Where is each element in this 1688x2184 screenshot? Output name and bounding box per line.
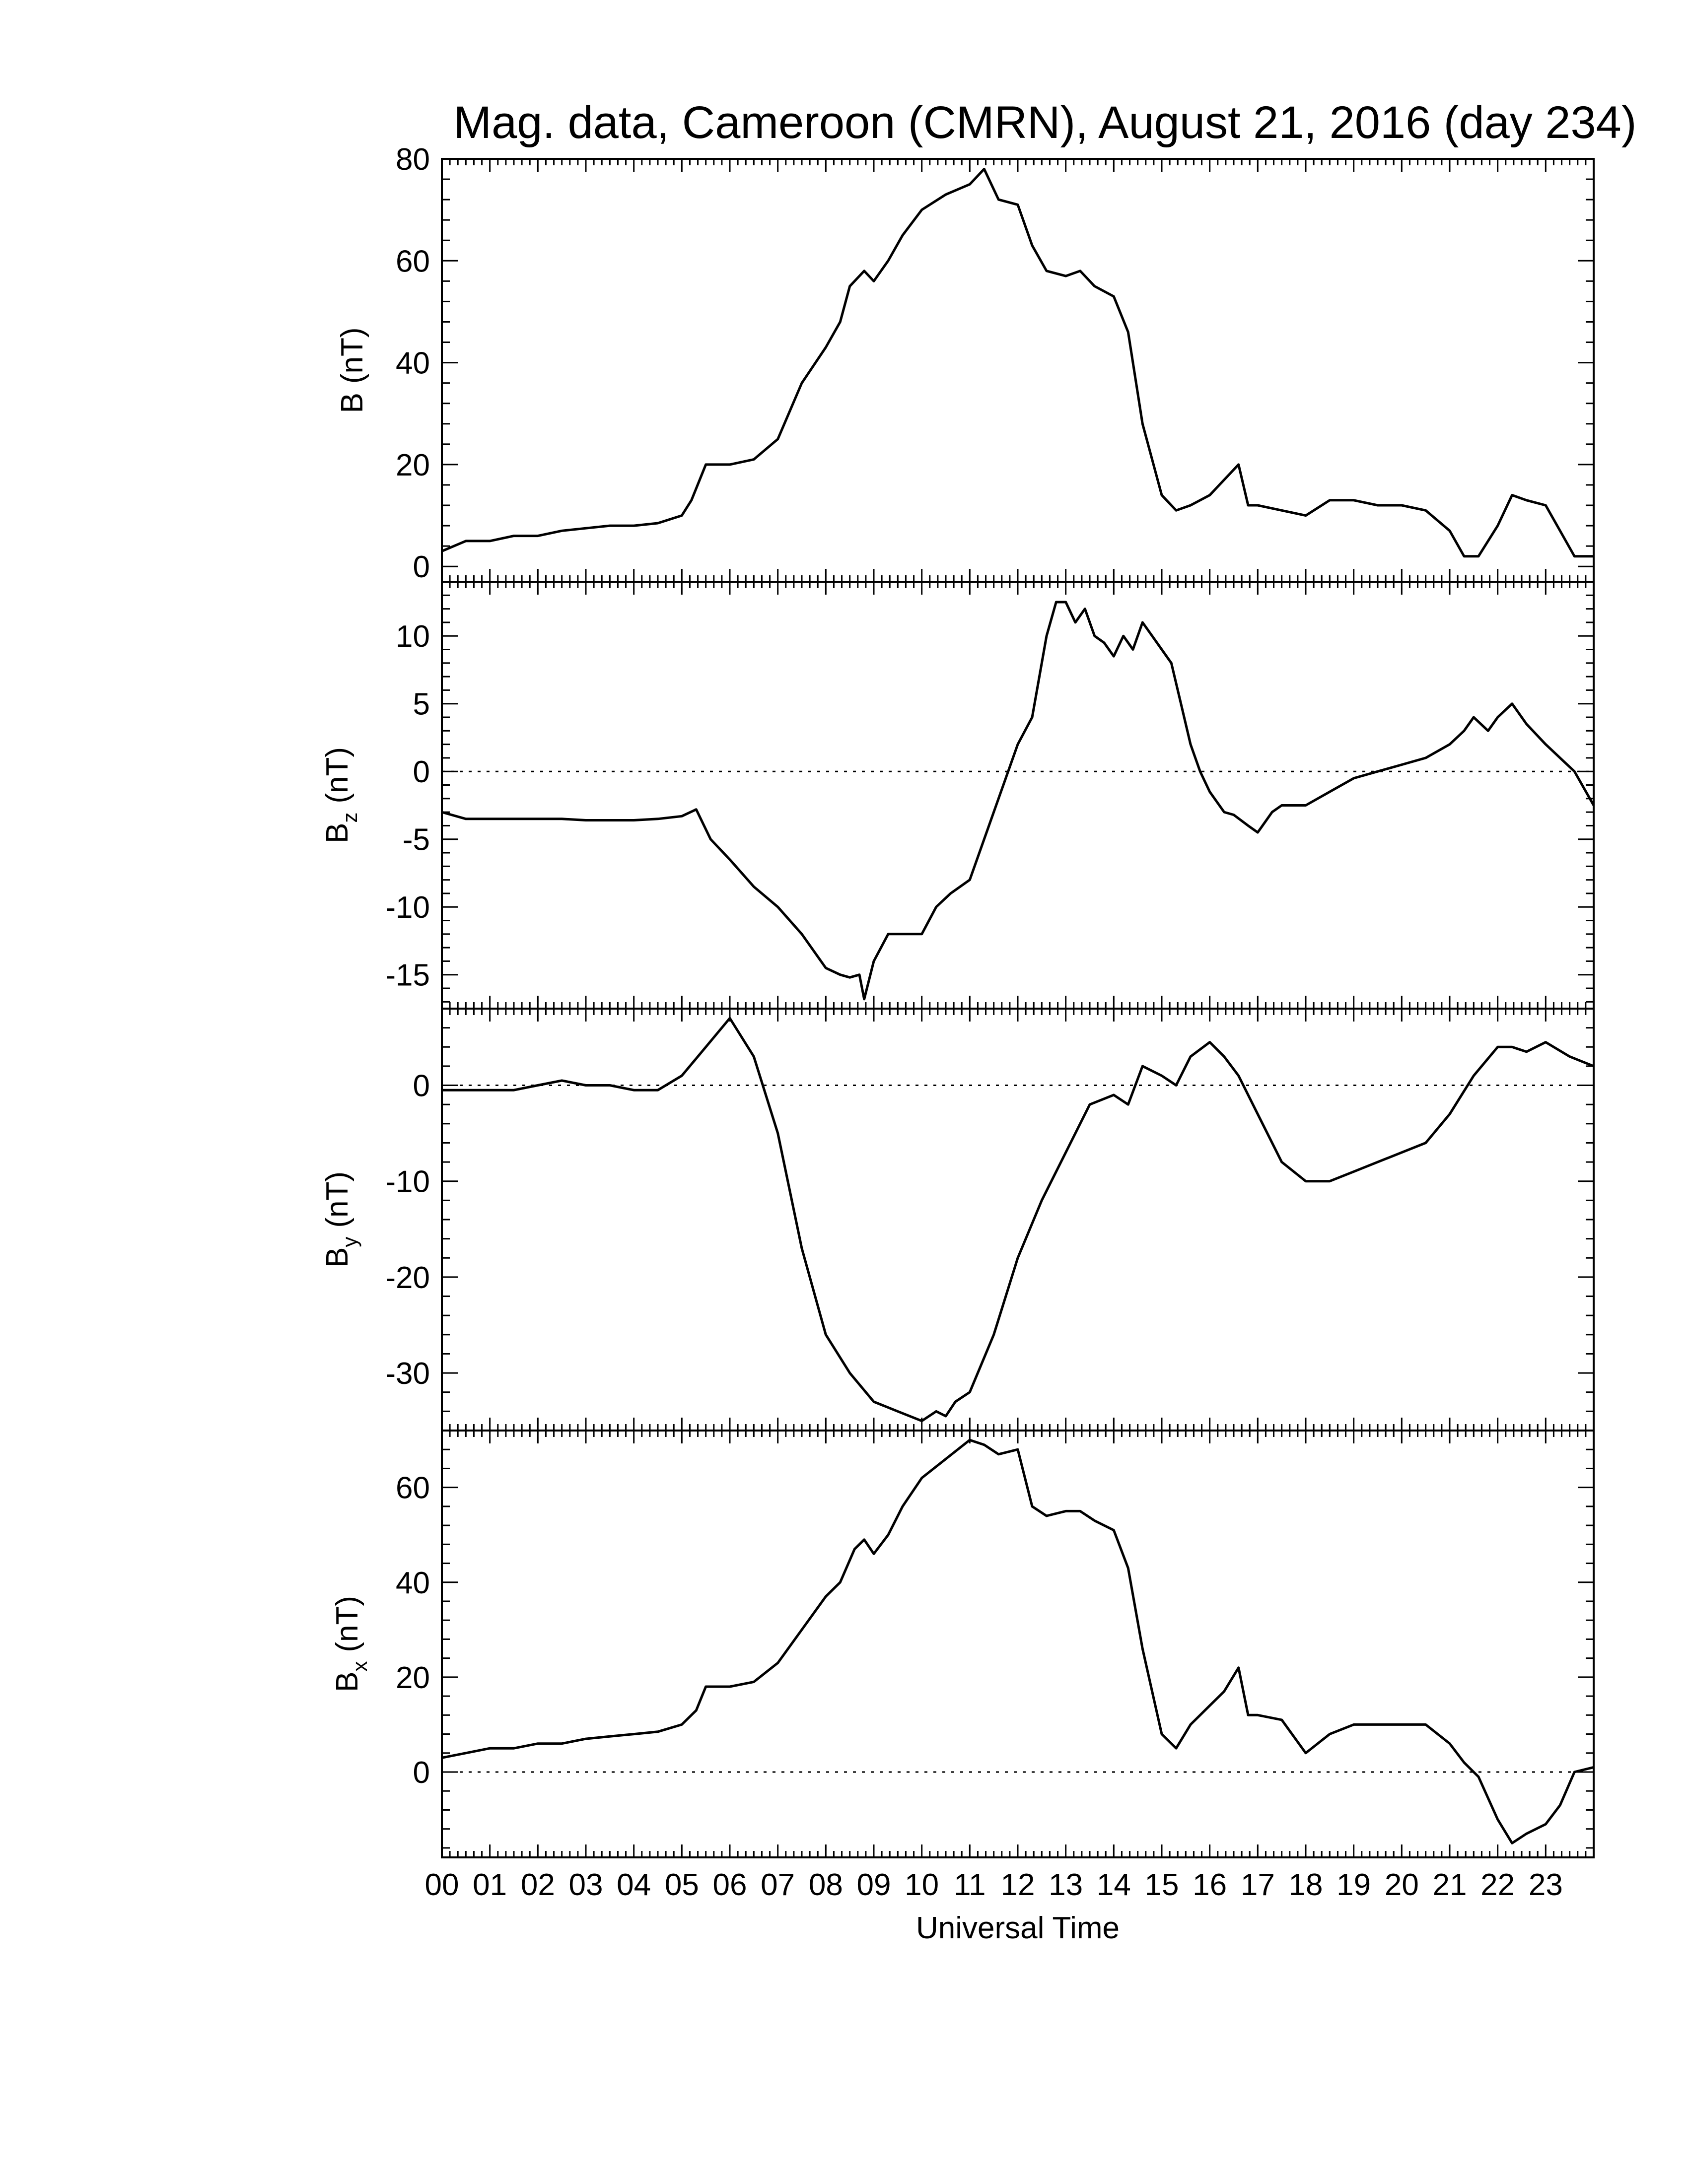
x-tick-label: 13 bbox=[1049, 1868, 1083, 1902]
panel-b-ylabel: B (nT) bbox=[335, 327, 369, 413]
panel-bx: Bx (nT) bbox=[330, 1430, 1595, 1858]
panel-bz-ylabel-sub: z bbox=[338, 813, 361, 823]
x-tick-label: 08 bbox=[809, 1868, 843, 1902]
x-tick-label: 23 bbox=[1529, 1868, 1563, 1902]
panel-bx-ylabel-main: B bbox=[330, 1672, 364, 1692]
panel-b-trace bbox=[441, 168, 1594, 558]
x-tick-label: 18 bbox=[1289, 1868, 1323, 1902]
panel-bz-ytick-label: 0 bbox=[413, 755, 430, 789]
x-tick-label: 11 bbox=[954, 1868, 985, 1902]
panel-by-ytick-label: 0 bbox=[413, 1069, 430, 1103]
x-tick-label: 21 bbox=[1433, 1868, 1467, 1902]
x-tick-label: 22 bbox=[1480, 1868, 1515, 1902]
panel-bx-frame bbox=[441, 1430, 1595, 1858]
panel-bz-ytick-label: -5 bbox=[403, 823, 430, 857]
panel-by-ylabel-sub: y bbox=[338, 1237, 361, 1247]
panel-bz-ylabel-unit: (nT) bbox=[320, 747, 354, 804]
x-tick-label: 06 bbox=[713, 1868, 747, 1902]
panel-bz-ytick-label: 5 bbox=[413, 687, 430, 722]
panel-bx-ylabel-unit: (nT) bbox=[330, 1596, 364, 1652]
panel-b-frame bbox=[441, 158, 1595, 583]
panel-bz-trace bbox=[441, 601, 1595, 1001]
x-tick-label: 20 bbox=[1385, 1868, 1419, 1902]
x-tick-label: 07 bbox=[761, 1868, 795, 1902]
panel-by-ylabel-unit: (nT) bbox=[320, 1171, 354, 1228]
x-tick-label: 05 bbox=[665, 1868, 699, 1902]
panel-by-ytick-label: -30 bbox=[385, 1357, 430, 1391]
x-tick-label: 12 bbox=[1001, 1868, 1035, 1902]
panel-b-ylabel-main: B bbox=[335, 393, 369, 413]
panel-bx-ytick-label: 20 bbox=[396, 1661, 430, 1695]
panel-bz-ytick-label: 10 bbox=[396, 619, 430, 654]
x-tick-label: 03 bbox=[569, 1868, 603, 1902]
panel-b: B (nT) bbox=[335, 158, 1595, 583]
x-tick-label: 00 bbox=[425, 1868, 459, 1902]
panel-by-ytick-label: -10 bbox=[385, 1165, 430, 1199]
x-tick-label: 02 bbox=[521, 1868, 555, 1902]
panel-b-ytick-label: 20 bbox=[396, 448, 430, 482]
x-tick-label: 10 bbox=[905, 1868, 939, 1902]
panel-b-ytick-label: 40 bbox=[396, 346, 430, 381]
x-tick-label: 09 bbox=[857, 1868, 891, 1902]
panel-bz-ylabel-main: B bbox=[320, 823, 354, 843]
panel-bz-ytick-label: -15 bbox=[385, 958, 430, 993]
panel-bx-trace bbox=[441, 1438, 1594, 1844]
x-tick-label: 04 bbox=[617, 1868, 651, 1902]
panel-bx-ylabel: Bx (nT) bbox=[330, 1596, 371, 1692]
x-tick-label: 16 bbox=[1193, 1868, 1227, 1902]
panel-bx-ytick-label: 40 bbox=[396, 1566, 430, 1600]
panel-b-ytick-label: 80 bbox=[396, 142, 430, 177]
panel-b-ylabel-unit: (nT) bbox=[335, 327, 369, 384]
panel-by-ylabel-main: B bbox=[320, 1247, 354, 1268]
x-tick-label: 17 bbox=[1241, 1868, 1275, 1902]
x-tick-label: 15 bbox=[1145, 1868, 1179, 1902]
panel-bz-ytick-label: -10 bbox=[385, 890, 430, 925]
panel-by: By (nT) bbox=[320, 1008, 1595, 1432]
panel-by-ylabel: By (nT) bbox=[320, 1171, 361, 1268]
panel-bx-ylabel-sub: x bbox=[348, 1661, 371, 1672]
panel-b-ytick-label: 0 bbox=[413, 550, 430, 584]
panel-by-frame bbox=[441, 1008, 1595, 1432]
panel-b-ytick-label: 60 bbox=[396, 244, 430, 278]
panel-bz: Bz (nT) bbox=[320, 581, 1595, 1010]
x-tick-label: 14 bbox=[1097, 1868, 1131, 1902]
panel-by-ytick-label: -20 bbox=[385, 1261, 430, 1295]
panel-bx-ytick-label: 60 bbox=[396, 1471, 430, 1505]
panel-bx-ytick-label: 0 bbox=[413, 1756, 430, 1790]
panel-by-trace bbox=[442, 1017, 1594, 1423]
panel-bz-ylabel: Bz (nT) bbox=[320, 747, 361, 843]
x-tick-label: 19 bbox=[1336, 1868, 1371, 1902]
panel-bz-frame bbox=[441, 581, 1595, 1010]
x-tick-label: 01 bbox=[473, 1868, 507, 1902]
chart-title: Mag. data, Cameroon (CMRN), August 21, 2… bbox=[454, 97, 1637, 148]
x-axis-label: Universal Time bbox=[916, 1911, 1120, 1945]
